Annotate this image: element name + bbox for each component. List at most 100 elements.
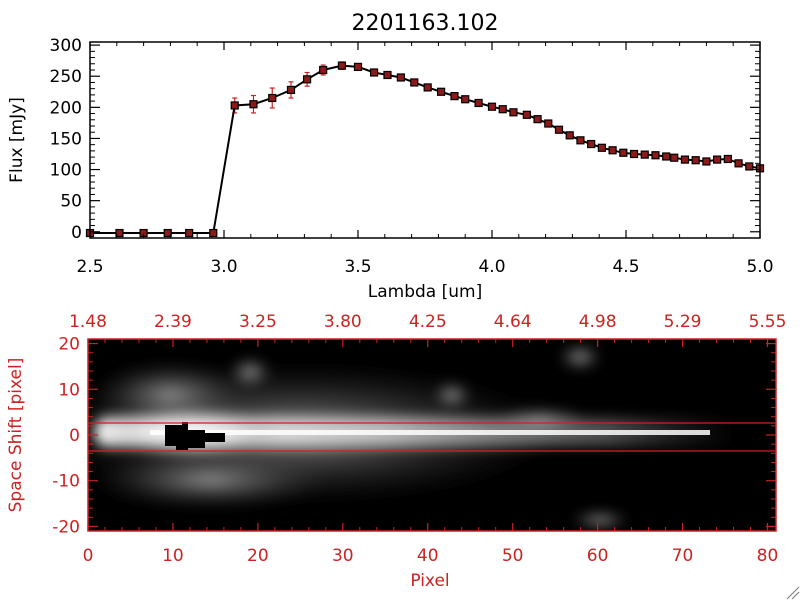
- data-point: [702, 157, 711, 166]
- x-tick-label: 4.5: [612, 257, 639, 277]
- data-point: [474, 98, 483, 108]
- data-point: [450, 92, 459, 101]
- data-point: [587, 139, 596, 149]
- resize-grip-icon: [786, 586, 800, 600]
- spatial-image-panel: 0 1.48 10 2.39 20 3.25 30 3.80 40 4.25 50 4.64 60 4.9…: [6, 312, 786, 591]
- data-point: [608, 146, 617, 155]
- data-point: [268, 93, 277, 103]
- pixel-tick-label: 10: [162, 546, 184, 566]
- data-point: [383, 70, 392, 80]
- shift-tick-label: -20: [52, 517, 80, 537]
- x-tick-label: 4.0: [478, 257, 505, 277]
- blob-top-3: [558, 343, 602, 371]
- x-tick-label: 3.5: [344, 257, 371, 277]
- y-tick-label: 300: [50, 36, 82, 56]
- data-point: [522, 110, 531, 119]
- data-point: [498, 105, 507, 114]
- halo-lower-left: [90, 450, 330, 510]
- data-point: [662, 152, 671, 161]
- spectrum-x-axis-label: Lambda [um]: [368, 282, 482, 302]
- y-tick-label: 250: [50, 67, 82, 87]
- data-point: [302, 75, 312, 84]
- wavelength-tick-label: 3.80: [324, 312, 362, 332]
- pixel-tick-label: 50: [502, 546, 524, 566]
- wavelength-tick-label: 4.64: [494, 312, 532, 332]
- data-point: [115, 228, 124, 238]
- data-point: [670, 153, 679, 162]
- trace-centerline: [150, 430, 710, 435]
- blob-top-1: [228, 356, 272, 388]
- data-point: [734, 159, 743, 168]
- data-point: [680, 155, 690, 164]
- wavelength-tick-label: 5.55: [749, 312, 787, 332]
- pixel-tick-label: 40: [417, 546, 439, 566]
- data-point: [249, 100, 258, 109]
- data-point: [209, 228, 218, 238]
- data-point: [651, 151, 660, 160]
- data-point: [436, 87, 446, 96]
- wavelength-tick-label: 5.29: [664, 312, 702, 332]
- wavelength-tick-label: 4.98: [579, 312, 617, 332]
- data-point: [319, 65, 328, 75]
- pixel-tick-label: 60: [587, 546, 609, 566]
- data-point: [544, 119, 553, 128]
- data-point: [185, 228, 194, 238]
- y-tick-label: 100: [50, 161, 82, 181]
- data-point: [565, 131, 574, 140]
- x-tick-label: 3.0: [210, 257, 237, 277]
- pixel-tick-label: 20: [247, 546, 269, 566]
- spatial-image: [88, 339, 776, 531]
- y-tick-label: 50: [60, 192, 82, 212]
- image-x-axis-label: Pixel: [410, 571, 449, 591]
- x-tick-label: 5.0: [746, 257, 773, 277]
- image-axis-ticks: 0 1.48 10 2.39 20 3.25 30 3.80 40 4.25 50 4.64 60 4.9…: [52, 312, 786, 566]
- shift-tick-label: 0: [69, 426, 80, 446]
- saturated-core: [165, 422, 225, 450]
- wavelength-tick-label: 4.25: [409, 312, 447, 332]
- data-point: [691, 156, 700, 165]
- data-point: [410, 78, 419, 87]
- data-point: [286, 85, 296, 95]
- data-point: [640, 150, 649, 159]
- blob-top-2: [432, 381, 472, 409]
- data-point: [745, 162, 754, 171]
- data-point: [369, 68, 379, 77]
- data-point: [423, 83, 432, 92]
- wavelength-tick-label: 2.39: [154, 312, 192, 332]
- data-point: [230, 101, 239, 110]
- data-point: [723, 154, 732, 164]
- wavelength-tick-label: 3.25: [239, 312, 277, 332]
- data-point: [487, 102, 497, 111]
- data-point: [619, 148, 628, 157]
- shift-tick-label: 20: [58, 335, 80, 355]
- data-point: [163, 228, 172, 238]
- data-point: [396, 73, 405, 82]
- y-tick-label: 200: [50, 98, 82, 118]
- wavelength-tick-label: 1.48: [69, 312, 107, 332]
- data-point: [353, 62, 363, 71]
- pixel-tick-label: 80: [757, 546, 779, 566]
- shift-tick-label: 10: [58, 380, 80, 400]
- data-point: [554, 125, 564, 134]
- pixel-tick-label: 30: [332, 546, 354, 566]
- y-tick-label: 150: [50, 129, 82, 149]
- spectrum-axis-ticks: 2.5 3.0 3.5 4.0 4.5 5.0 0 50 100 150 200 250 300: [50, 36, 774, 277]
- spectrum-plot-frame: [89, 41, 761, 239]
- data-point: [576, 136, 585, 145]
- data-point: [461, 95, 470, 104]
- blob-bottom-right: [570, 510, 630, 530]
- pixel-tick-label: 70: [672, 546, 694, 566]
- pixel-tick-label: 0: [83, 546, 94, 566]
- spectrum-y-axis-label: Flux [mJy]: [7, 97, 27, 183]
- spectrum-data: [85, 61, 765, 238]
- data-point: [713, 155, 722, 164]
- shift-tick-label: -10: [52, 472, 80, 492]
- y-tick-label: 0: [71, 223, 82, 243]
- x-tick-label: 2.5: [76, 257, 103, 277]
- data-point: [629, 149, 639, 159]
- data-point: [597, 143, 606, 152]
- data-point: [337, 61, 347, 70]
- data-point: [509, 108, 518, 117]
- chart-title: 2201163.102: [352, 11, 499, 36]
